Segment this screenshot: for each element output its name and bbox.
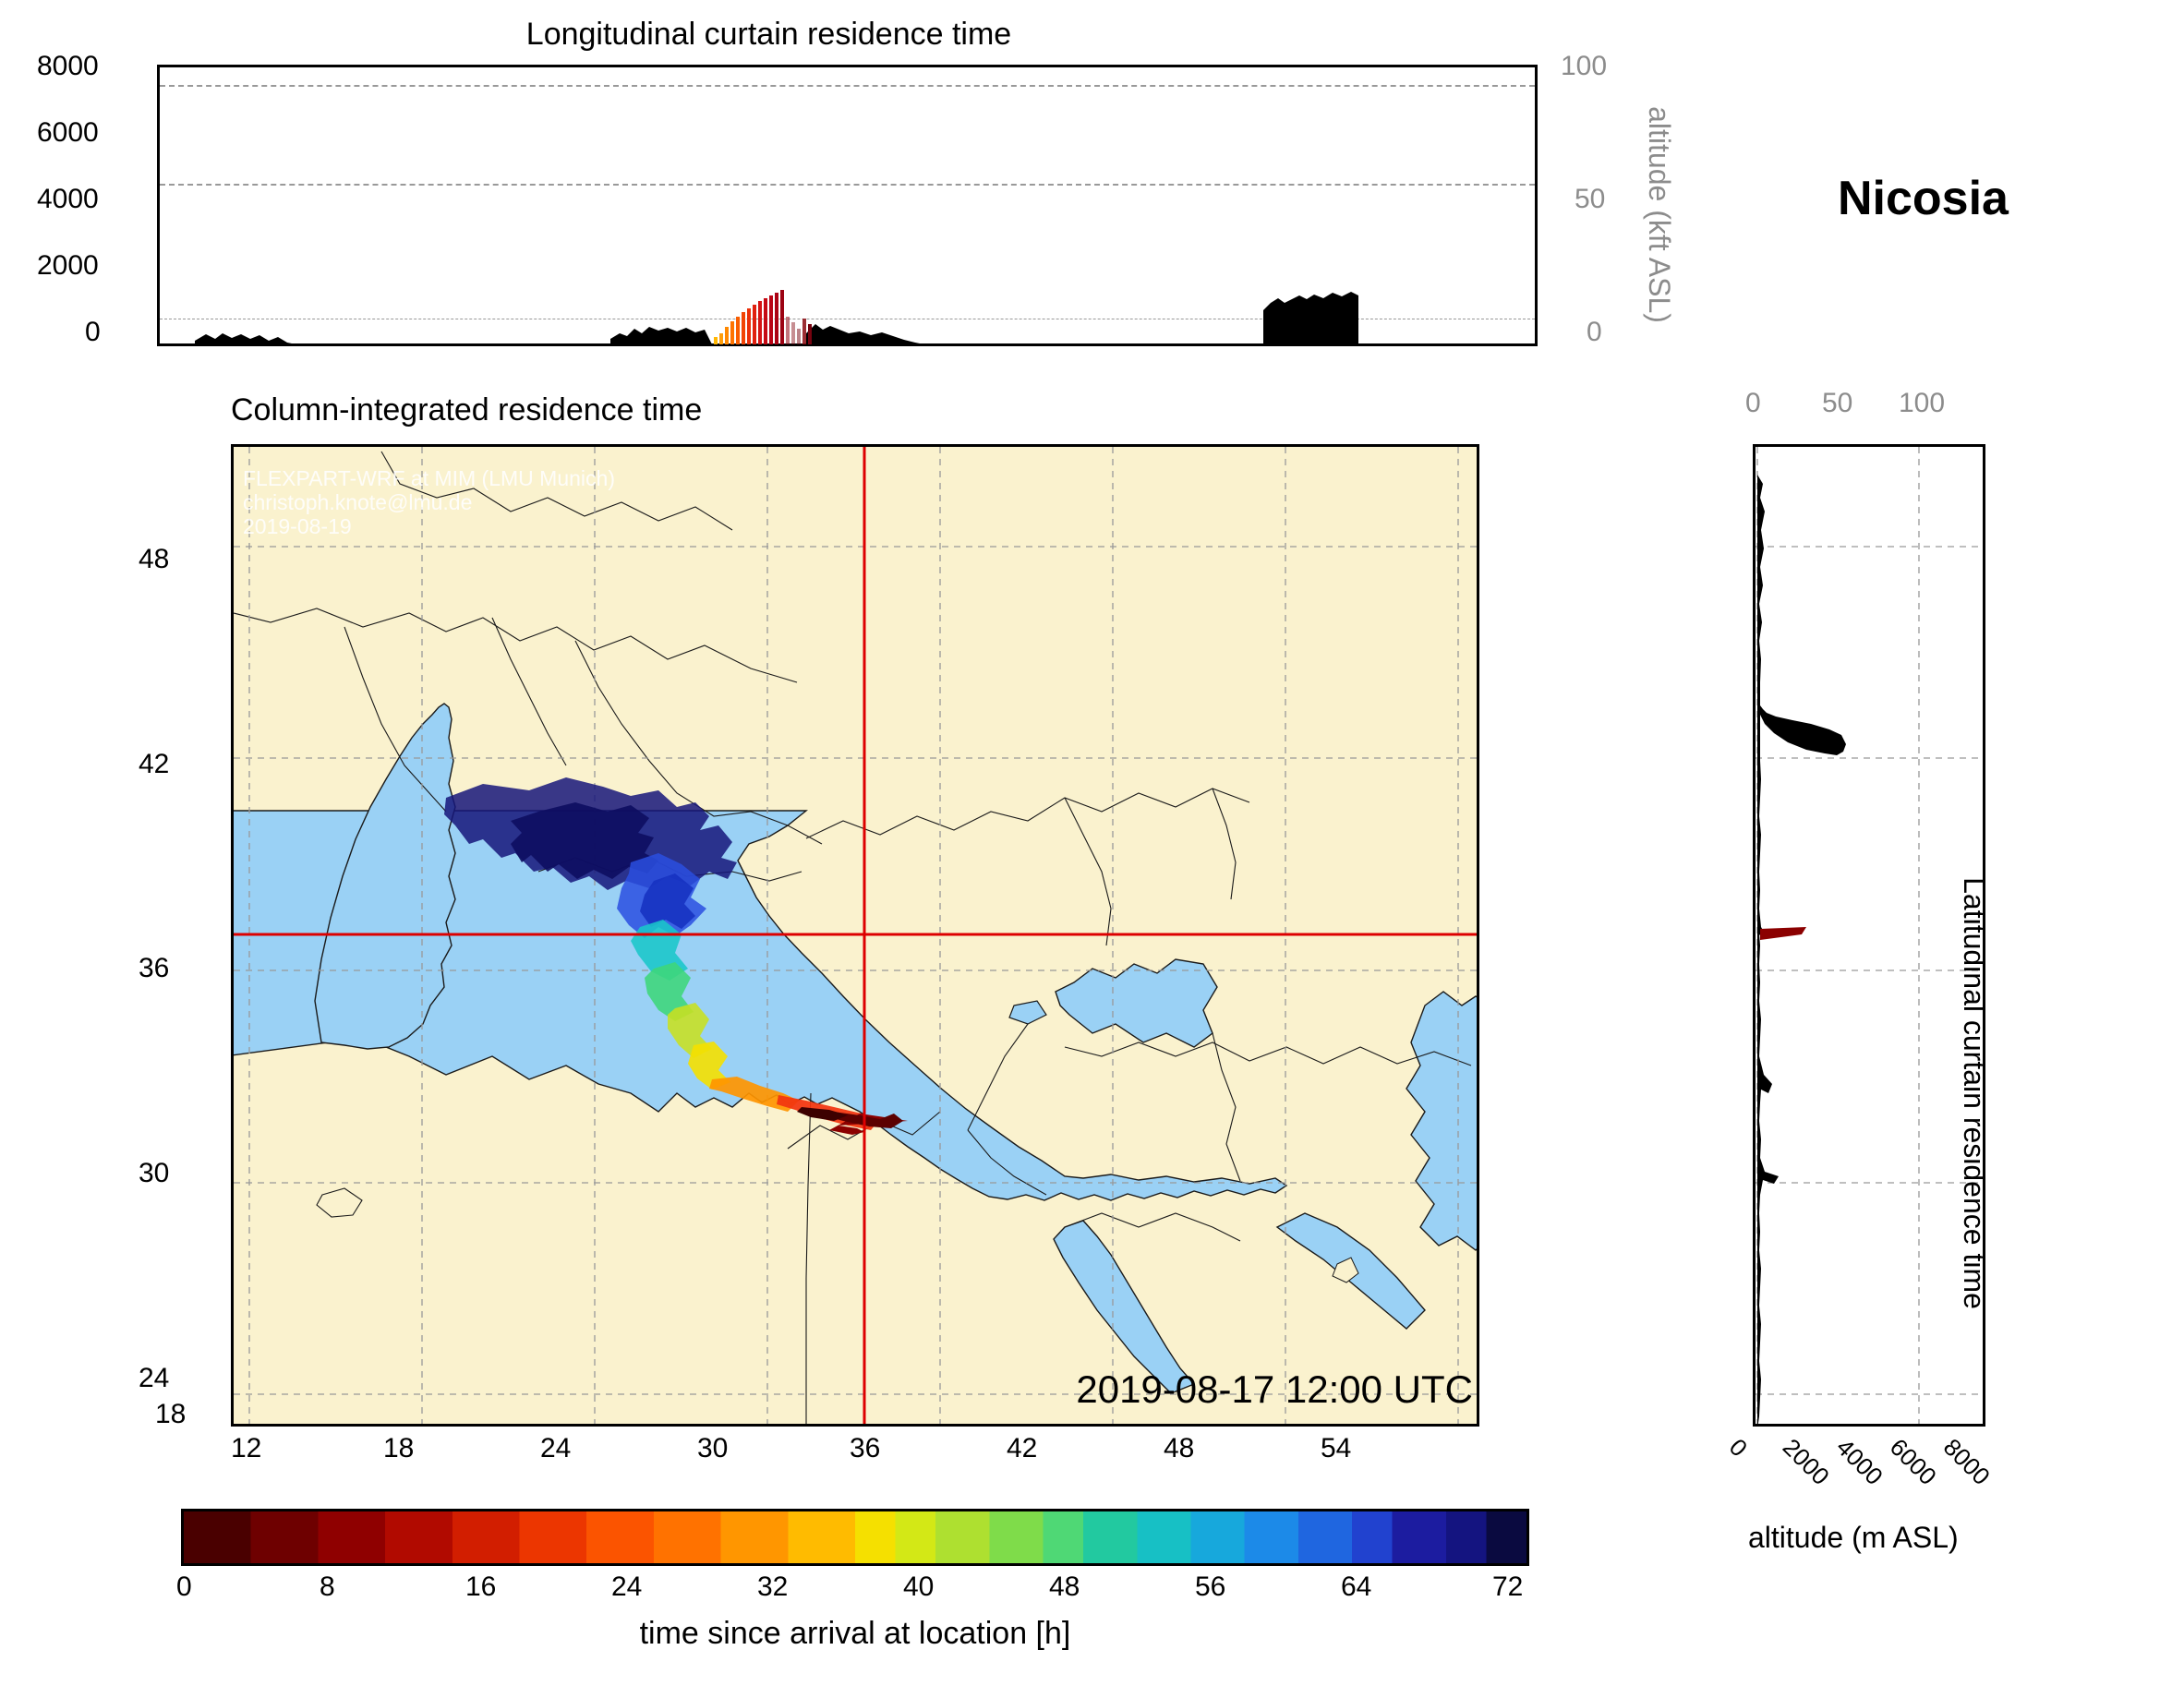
svg-text:christoph.knote@lmu.de: christoph.knote@lmu.de: [243, 490, 472, 514]
svg-text:2019-08-19: 2019-08-19: [243, 514, 352, 538]
svg-text:Latitudinal curtain residence: Latitudinal curtain residence time: [1958, 877, 1985, 1309]
svg-text:2019-08-17 12:00 UTC: 2019-08-17 12:00 UTC: [1076, 1367, 1473, 1411]
svg-text:FLEXPART-WRF at MIM (LMU Munic: FLEXPART-WRF at MIM (LMU Munich): [243, 466, 615, 490]
